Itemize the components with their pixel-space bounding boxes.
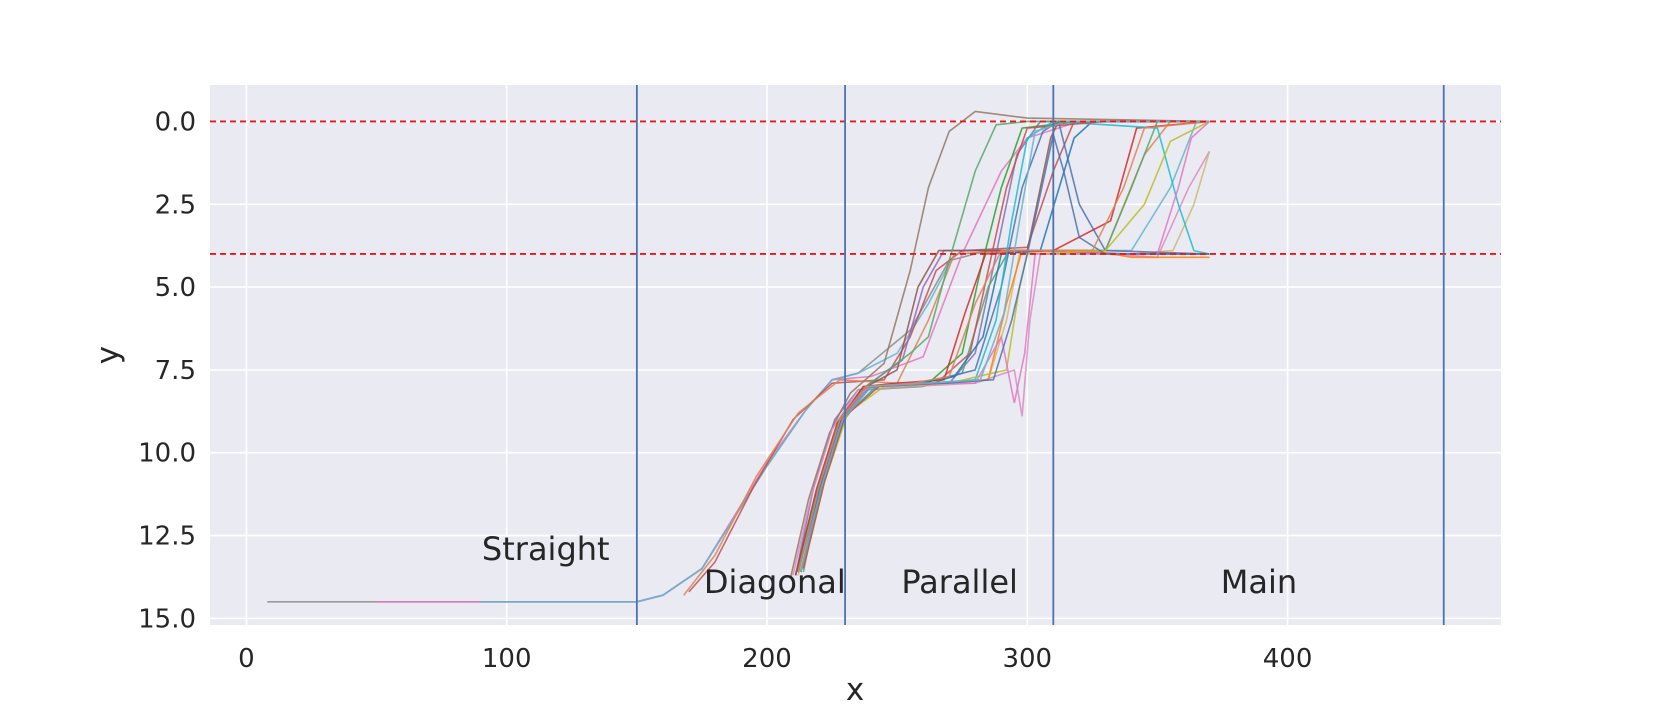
y-tick-label: 12.5	[138, 522, 196, 552]
y-tick-label: 2.5	[155, 190, 196, 220]
x-tick-label: 200	[742, 644, 792, 674]
region-label-diagonal: Diagonal	[704, 563, 846, 601]
region-label-main: Main	[1221, 563, 1297, 601]
x-tick-label: 100	[482, 644, 532, 674]
reference-lines	[210, 85, 1501, 625]
plot-background	[210, 85, 1501, 625]
trajectory-line	[802, 120, 1210, 569]
x-tick-label: 400	[1263, 644, 1313, 674]
region-label-straight: Straight	[482, 530, 610, 568]
y-axis-label: y	[90, 346, 126, 364]
region-labels: Straight Diagonal Parallel Main	[482, 530, 1297, 601]
y-tick-label: 7.5	[155, 356, 196, 386]
y-tick-label: 0.0	[155, 107, 196, 137]
x-axis-label: x	[846, 672, 864, 704]
trajectory-line	[480, 120, 1210, 603]
tick-labels: 0 100 200 300 400 0.0 2.5 5.0 7.5 10.0 12.5 15.0	[138, 107, 1312, 674]
trajectory-line	[800, 120, 1210, 573]
region-label-parallel: Parallel	[901, 563, 1018, 601]
x-tick-label: 300	[1002, 644, 1052, 674]
y-tick-label: 15.0	[138, 604, 196, 634]
x-tick-label: 0	[238, 644, 255, 674]
trajectory-line	[789, 110, 1210, 579]
y-tick-label: 5.0	[155, 273, 196, 303]
trajectory-line	[797, 120, 1210, 573]
y-tick-label: 10.0	[138, 439, 196, 469]
